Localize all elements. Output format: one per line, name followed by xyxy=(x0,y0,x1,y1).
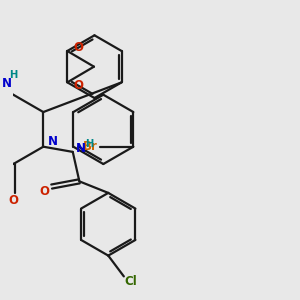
Text: N: N xyxy=(2,77,12,90)
Text: N: N xyxy=(48,135,58,148)
Text: O: O xyxy=(74,41,84,54)
Text: O: O xyxy=(74,79,84,92)
Text: H: H xyxy=(85,139,93,148)
Text: H: H xyxy=(9,70,17,80)
Text: N: N xyxy=(76,142,86,155)
Text: O: O xyxy=(39,185,49,198)
Text: O: O xyxy=(8,194,18,207)
Text: Br: Br xyxy=(83,140,98,153)
Text: Cl: Cl xyxy=(124,275,137,288)
